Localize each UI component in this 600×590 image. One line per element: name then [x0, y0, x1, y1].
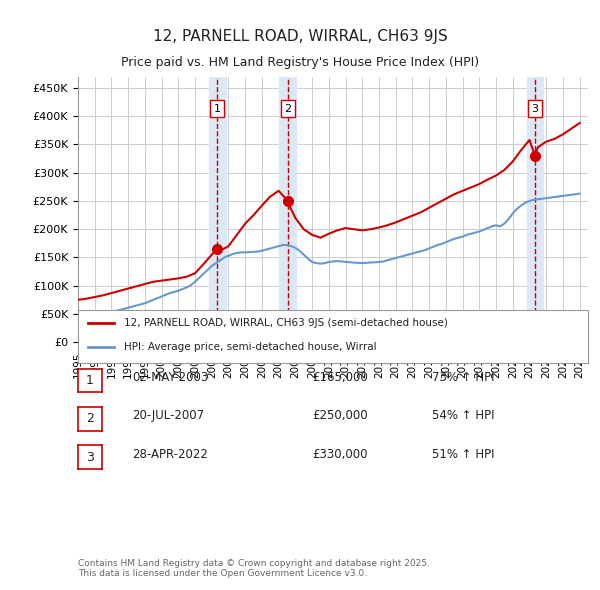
Text: 2: 2 [284, 104, 292, 113]
Bar [280, 77, 296, 342]
Text: 1: 1 [86, 374, 94, 387]
Text: 2: 2 [86, 412, 94, 425]
Bar [209, 77, 226, 342]
Text: 3: 3 [532, 104, 538, 113]
Text: 12, PARNELL ROAD, WIRRAL, CH63 9JS: 12, PARNELL ROAD, WIRRAL, CH63 9JS [152, 30, 448, 44]
Text: Price paid vs. HM Land Registry's House Price Index (HPI): Price paid vs. HM Land Registry's House … [121, 56, 479, 69]
Text: HPI: Average price, semi-detached house, Wirral: HPI: Average price, semi-detached house,… [124, 342, 377, 352]
Text: 20-JUL-2007: 20-JUL-2007 [132, 409, 204, 422]
Text: £165,000: £165,000 [312, 371, 368, 384]
Text: 1: 1 [214, 104, 221, 113]
Text: 54% ↑ HPI: 54% ↑ HPI [432, 409, 494, 422]
Text: 73% ↑ HPI: 73% ↑ HPI [432, 371, 494, 384]
Text: 3: 3 [86, 451, 94, 464]
Bar [527, 77, 544, 342]
Text: 51% ↑ HPI: 51% ↑ HPI [432, 448, 494, 461]
Text: 12, PARNELL ROAD, WIRRAL, CH63 9JS (semi-detached house): 12, PARNELL ROAD, WIRRAL, CH63 9JS (semi… [124, 318, 448, 328]
Text: 28-APR-2022: 28-APR-2022 [132, 448, 208, 461]
Text: £330,000: £330,000 [312, 448, 367, 461]
Text: Contains HM Land Registry data © Crown copyright and database right 2025.
This d: Contains HM Land Registry data © Crown c… [78, 559, 430, 578]
Text: 02-MAY-2003: 02-MAY-2003 [132, 371, 208, 384]
Text: £250,000: £250,000 [312, 409, 368, 422]
